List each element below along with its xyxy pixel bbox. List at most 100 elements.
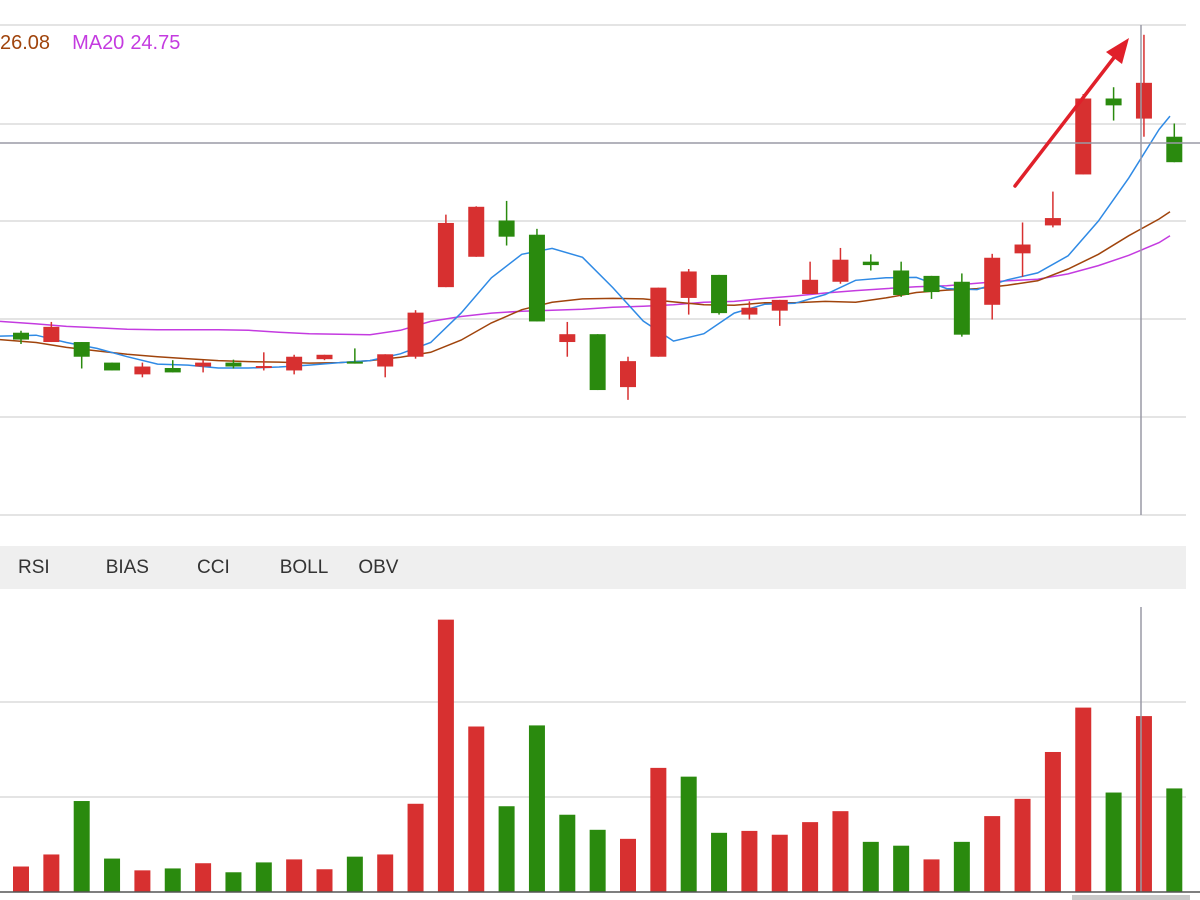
candle[interactable]: [104, 362, 121, 371]
candle-body: [528, 234, 545, 322]
candle[interactable]: [1044, 191, 1061, 228]
indicator-tab-bar: RSI BIAS CCI BOLL OBV: [0, 546, 1186, 589]
candle[interactable]: [195, 360, 212, 373]
candle[interactable]: [559, 321, 576, 357]
volume-bar[interactable]: [43, 854, 60, 892]
volume-bar[interactable]: [377, 854, 394, 892]
price-chart[interactable]: [0, 0, 1200, 530]
candle[interactable]: [1105, 87, 1122, 121]
volume-bar[interactable]: [437, 619, 454, 892]
candle[interactable]: [73, 342, 90, 369]
candle[interactable]: [468, 206, 485, 257]
candle-body: [1014, 244, 1031, 254]
volume-bar[interactable]: [346, 856, 363, 892]
volume-bar[interactable]: [195, 863, 212, 892]
volume-bar[interactable]: [650, 767, 667, 892]
candle[interactable]: [771, 299, 788, 326]
volume-bar[interactable]: [498, 806, 515, 892]
volume-bar[interactable]: [711, 832, 728, 892]
volume-bar[interactable]: [316, 869, 333, 892]
candle[interactable]: [437, 214, 454, 288]
tab-boll[interactable]: BOLL: [279, 557, 329, 578]
volume-bar[interactable]: [255, 862, 272, 892]
candle[interactable]: [1075, 94, 1092, 175]
candle[interactable]: [346, 348, 363, 364]
candle[interactable]: [316, 354, 333, 361]
candle[interactable]: [620, 356, 636, 400]
ma-legend: 26.08 MA20 24.75: [0, 30, 186, 56]
candle[interactable]: [1135, 34, 1152, 137]
volume-bar[interactable]: [407, 803, 424, 892]
volume-bar[interactable]: [1044, 751, 1061, 892]
candle[interactable]: [802, 261, 819, 295]
candle[interactable]: [680, 269, 697, 315]
candle[interactable]: [711, 274, 728, 315]
candle[interactable]: [953, 273, 970, 337]
candle[interactable]: [893, 261, 910, 297]
candle[interactable]: [407, 310, 424, 359]
volume-bar[interactable]: [528, 725, 545, 892]
candle-body: [407, 312, 424, 357]
volume-bar[interactable]: [771, 834, 788, 892]
tab-bias[interactable]: BIAS: [105, 557, 149, 578]
candle[interactable]: [377, 354, 394, 378]
candle[interactable]: [528, 228, 545, 322]
volume-bar[interactable]: [134, 870, 151, 892]
candle[interactable]: [164, 360, 181, 373]
volume-bar[interactable]: [893, 845, 910, 892]
candle-body: [498, 220, 515, 237]
candle-body: [771, 299, 788, 311]
ma10-value: 26.08: [0, 32, 51, 54]
candle-body: [255, 366, 272, 369]
volume-bar[interactable]: [1075, 707, 1092, 892]
candle[interactable]: [225, 359, 242, 369]
tab-rsi[interactable]: RSI: [18, 557, 50, 578]
volume-bar[interactable]: [589, 829, 606, 892]
candle[interactable]: [134, 362, 151, 378]
candle[interactable]: [1014, 222, 1031, 277]
candle-body: [650, 287, 667, 357]
volume-bar[interactable]: [832, 811, 849, 892]
candle-body: [711, 274, 728, 314]
tab-obv[interactable]: OBV: [358, 557, 399, 578]
volume-bar[interactable]: [164, 868, 181, 892]
candle[interactable]: [984, 253, 1001, 320]
volume-bar[interactable]: [802, 822, 819, 892]
candle[interactable]: [255, 352, 272, 371]
candle-body: [953, 281, 970, 335]
volume-bar[interactable]: [984, 816, 1001, 892]
candle[interactable]: [589, 334, 606, 391]
volume-bar[interactable]: [559, 814, 576, 892]
scroll-handle[interactable]: [1072, 895, 1190, 900]
volume-bar[interactable]: [680, 776, 697, 892]
volume-bar[interactable]: [73, 801, 90, 892]
volume-bar[interactable]: [923, 859, 940, 892]
candle[interactable]: [498, 200, 515, 246]
volume-bar[interactable]: [1135, 716, 1152, 892]
tab-cci[interactable]: CCI: [197, 557, 230, 578]
candle[interactable]: [286, 354, 303, 375]
volume-bar[interactable]: [468, 726, 485, 892]
volume-bar[interactable]: [1014, 798, 1031, 892]
candle-body: [893, 270, 910, 295]
volume-bar[interactable]: [953, 841, 970, 892]
candle[interactable]: [923, 275, 940, 299]
volume-bar[interactable]: [620, 838, 636, 892]
candlesticks: [13, 34, 1183, 400]
candle[interactable]: [741, 301, 758, 320]
volume-bar[interactable]: [225, 872, 242, 892]
candle[interactable]: [650, 287, 667, 357]
volume-bar[interactable]: [13, 866, 29, 892]
candle[interactable]: [862, 254, 879, 271]
candle[interactable]: [832, 247, 849, 284]
volume-bar[interactable]: [1166, 788, 1183, 892]
candle[interactable]: [13, 330, 29, 344]
volume-bar[interactable]: [1105, 792, 1122, 892]
volume-chart[interactable]: [0, 600, 1200, 900]
volume-bar[interactable]: [104, 858, 121, 892]
volume-bar[interactable]: [862, 841, 879, 892]
candle-body: [923, 275, 940, 293]
volume-bar[interactable]: [741, 830, 758, 892]
volume-bar[interactable]: [286, 859, 303, 892]
candle[interactable]: [43, 321, 60, 343]
